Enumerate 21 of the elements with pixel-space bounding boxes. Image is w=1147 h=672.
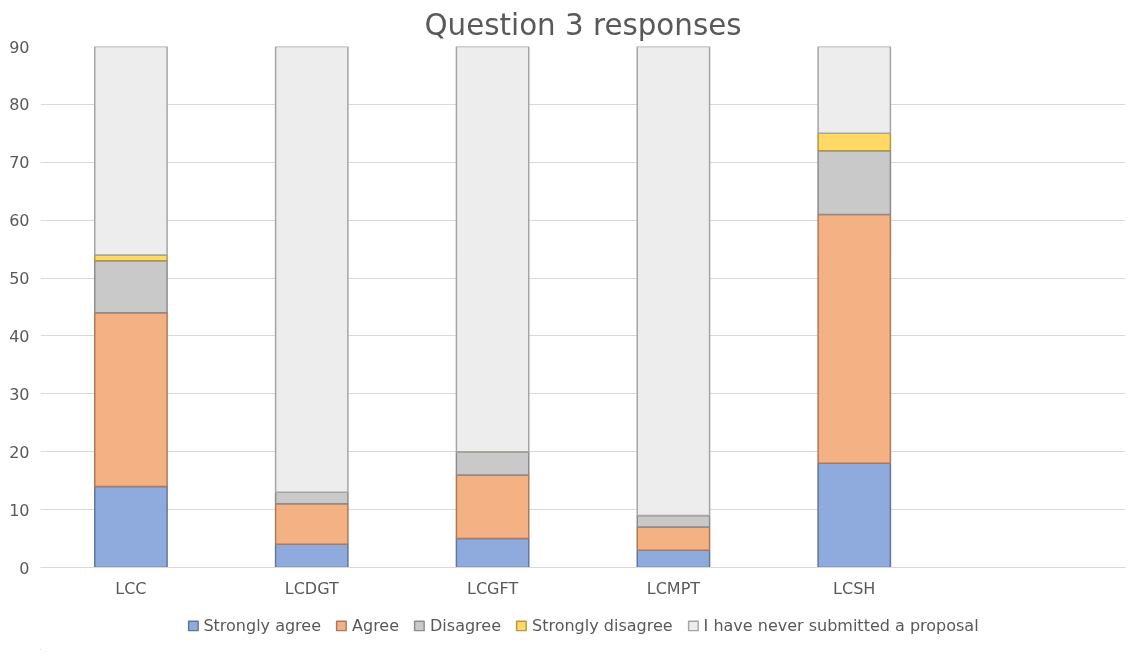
y-tick-label: 50 [9, 269, 30, 289]
y-tick-label: 30 [9, 384, 30, 404]
x-tick-label: LCC [115, 578, 147, 598]
y-tick-label: 70 [9, 153, 30, 173]
y-tick-label: 80 [9, 95, 30, 115]
legend-label: Strongly disagree [532, 615, 673, 635]
y-tick-label: 20 [9, 442, 30, 462]
y-tick-label: 90 [9, 37, 30, 57]
x-tick-label: LCGFT [466, 578, 519, 598]
y-tick-label: 0 [19, 558, 30, 578]
x-tick-label: LCMPT [646, 578, 701, 598]
legend-label: Strongly agree [203, 615, 322, 635]
y-tick-label: 40 [9, 326, 30, 346]
legend-label: Disagree [430, 615, 502, 635]
x-tick-label: LCDGT [284, 578, 339, 598]
legend-label: I have never submitted a proposal [703, 615, 979, 635]
y-tick-label: 60 [9, 211, 30, 231]
x-tick-label: LCSH [833, 578, 876, 598]
legend-label: Agree [352, 615, 400, 635]
y-tick-label: 10 [9, 500, 30, 520]
chart-title: Question 3 responses [424, 7, 742, 42]
